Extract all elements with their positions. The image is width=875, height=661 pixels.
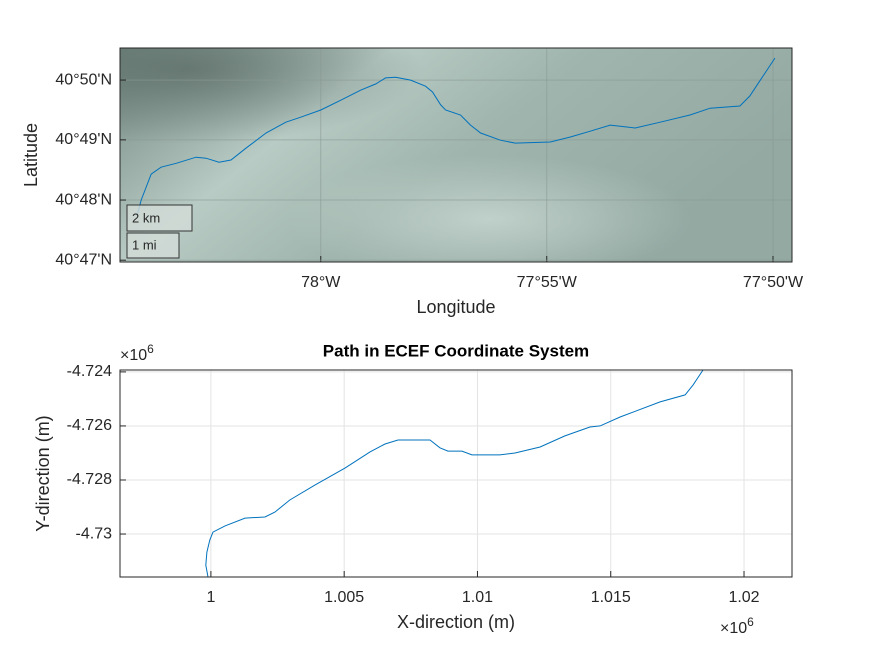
y-axis-label: Y-direction (m)	[33, 415, 53, 531]
scale-box	[126, 204, 193, 232]
axes-box	[119, 369, 793, 578]
x-tick-label: 1	[206, 589, 215, 606]
x-tick-label: 78°W	[301, 274, 341, 291]
y-tick-label: -4.728	[67, 471, 112, 488]
path-line	[205, 369, 704, 578]
y-tick-label: 40°48'N	[55, 191, 112, 208]
axis-exponent: ×106	[720, 615, 754, 637]
track-line	[136, 57, 776, 216]
exponent-base: ×10	[120, 347, 147, 364]
x-tick-label: 1.02	[728, 589, 759, 606]
plot-area	[120, 370, 792, 577]
x-tick-label: 1.005	[324, 589, 364, 606]
y-tick-label: -4.724	[67, 363, 112, 380]
scale-label: 1 mi	[132, 237, 157, 252]
x-tick-label: 1.01	[462, 589, 493, 606]
x-axis-label: Longitude	[416, 297, 495, 317]
axes-box	[119, 47, 793, 263]
scale-bar: 2 km 1 mi	[126, 204, 193, 259]
exponent-power: 6	[747, 615, 754, 629]
map-shade	[120, 48, 792, 262]
axis-exponent: ×106	[120, 342, 154, 364]
y-tick-label: -4.726	[67, 417, 112, 434]
x-axis-label: X-direction (m)	[397, 612, 515, 632]
y-tick-label: 40°47'N	[55, 251, 112, 268]
scale-box	[126, 232, 180, 259]
x-tick-label: 77°50'W	[743, 274, 804, 291]
y-tick-label: 40°49'N	[55, 131, 112, 148]
chart-title: Path in ECEF Coordinate System	[323, 341, 589, 360]
exponent-base: ×10	[720, 620, 747, 637]
y-tick-label: 40°50'N	[55, 71, 112, 88]
x-tick-label: 77°55'W	[517, 274, 578, 291]
x-tick-label: 1.015	[591, 589, 631, 606]
y-tick-label: -4.73	[76, 525, 113, 542]
scale-label: 2 km	[132, 210, 160, 225]
y-axis-label: Latitude	[21, 123, 41, 187]
exponent-power: 6	[147, 342, 154, 356]
